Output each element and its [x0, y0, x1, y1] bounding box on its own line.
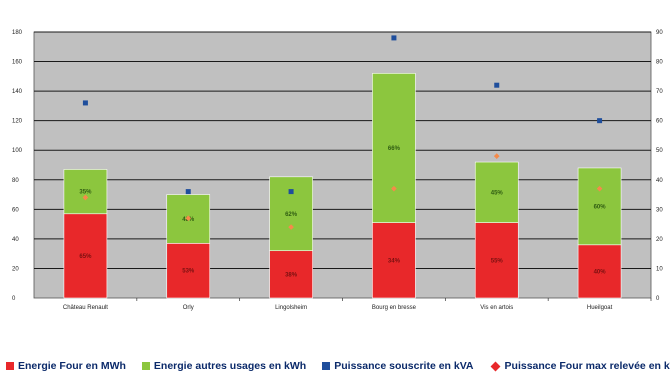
y-tick-label-left: 20	[12, 266, 19, 272]
x-tick-label: Orly	[183, 305, 194, 311]
x-tick-label: Bourg en bresse	[372, 305, 417, 311]
bar-energie-four	[577, 244, 622, 299]
y-tick-label-right: 70	[656, 89, 663, 95]
bar-energie-autres	[372, 73, 416, 223]
y-tick-label-right: 0	[656, 296, 660, 302]
x-tick-label: Vis en artois	[480, 305, 513, 311]
marker-puissance-four-max	[288, 224, 294, 230]
x-tick-label: Lingolsheim	[275, 305, 307, 311]
legend-diamond-four-max	[490, 361, 500, 371]
legend-item-four-max: Puissance Four max relevée en kW	[490, 360, 670, 372]
marker-puissance-four-max	[185, 215, 192, 222]
marker-puissance-souscrite	[185, 189, 191, 195]
legend-label-souscrite: Puissance souscrite en kVA	[334, 360, 474, 372]
legend-swatch-souscrite	[322, 362, 331, 370]
marker-puissance-four-max	[391, 185, 397, 192]
y-tick-label-right: 10	[656, 266, 663, 272]
legend-item-souscrite: Puissance souscrite en kVA	[322, 360, 474, 372]
bar-label-four: 34%	[388, 258, 401, 264]
bar-energie-autres	[63, 169, 108, 215]
marker-puissance-souscrite	[494, 82, 500, 88]
bar-label-autres: 35%	[79, 190, 92, 196]
bar-energie-four	[474, 222, 519, 299]
legend-label-four-max: Puissance Four max relevée en kW	[504, 360, 670, 372]
y-tick-label-left: 60	[12, 207, 19, 213]
legend-label-four: Energie Four en MWh	[18, 360, 126, 372]
bar-label-autres: 62%	[285, 212, 298, 218]
y-tick-label-left: 180	[12, 30, 23, 36]
y-tick-label-left: 140	[12, 89, 23, 95]
y-tick-label-right: 40	[656, 178, 663, 184]
legend-label-autres: Energie autres usages en kWh	[153, 360, 307, 372]
y-tick-label-right: 90	[656, 30, 663, 36]
legend-item-autres: Energie autres usages en kWh	[141, 360, 307, 372]
y-tick-label-left: 160	[12, 60, 23, 66]
x-tick-label: Hueilgoat	[587, 305, 613, 311]
y-tick-label-right: 80	[656, 60, 663, 66]
legend-item-four: Energie Four en MWh	[6, 360, 126, 372]
plot-area: 0 20 40 60 80 100 120 140 160 180 0 10 20 30 40 50 60 70 8…	[12, 30, 663, 311]
y-tick-label-left: 80	[12, 178, 19, 184]
bar-energie-four	[372, 222, 416, 299]
x-tick-label: Château Renault	[63, 305, 108, 311]
marker-puissance-four-max	[493, 153, 500, 159]
bar-label-four: 40%	[594, 269, 607, 275]
marker-puissance-four-max	[82, 194, 89, 201]
marker-puissance-souscrite	[82, 100, 88, 106]
y-tick-label-left: 100	[12, 148, 23, 154]
marker-puissance-souscrite	[597, 118, 603, 124]
y-tick-label-left: 120	[12, 119, 23, 125]
bar-label-four: 53%	[182, 269, 195, 275]
bar-energie-four	[63, 213, 108, 299]
legend-swatch-four	[6, 362, 14, 370]
marker-puissance-souscrite	[288, 189, 294, 195]
plot-background	[33, 31, 652, 299]
marker-puissance-souscrite	[391, 35, 397, 41]
bar-label-autres: 60%	[594, 204, 607, 210]
bar-energie-four	[166, 243, 211, 299]
bar-label-four: 38%	[285, 272, 298, 278]
y-tick-label-right: 60	[656, 119, 663, 125]
y-tick-label-right: 30	[656, 207, 663, 213]
bar-label-four: 55%	[491, 258, 504, 264]
y-tick-label-left: 40	[12, 237, 19, 243]
y-tick-label-right: 20	[656, 237, 663, 243]
marker-puissance-four-max	[596, 185, 603, 192]
bar-energie-autres	[474, 161, 519, 223]
y-tick-label-right: 50	[656, 148, 663, 154]
bar-label-autres: 45%	[491, 190, 504, 196]
legend: Energie Four en MWh Energie autres usage…	[6, 359, 670, 373]
bar-label-four: 65%	[79, 254, 92, 260]
bar-energie-autres	[577, 167, 622, 246]
y-tick-label-left: 0	[12, 296, 16, 302]
legend-swatch-autres	[141, 362, 150, 370]
bar-label-autres: 66%	[388, 146, 401, 152]
